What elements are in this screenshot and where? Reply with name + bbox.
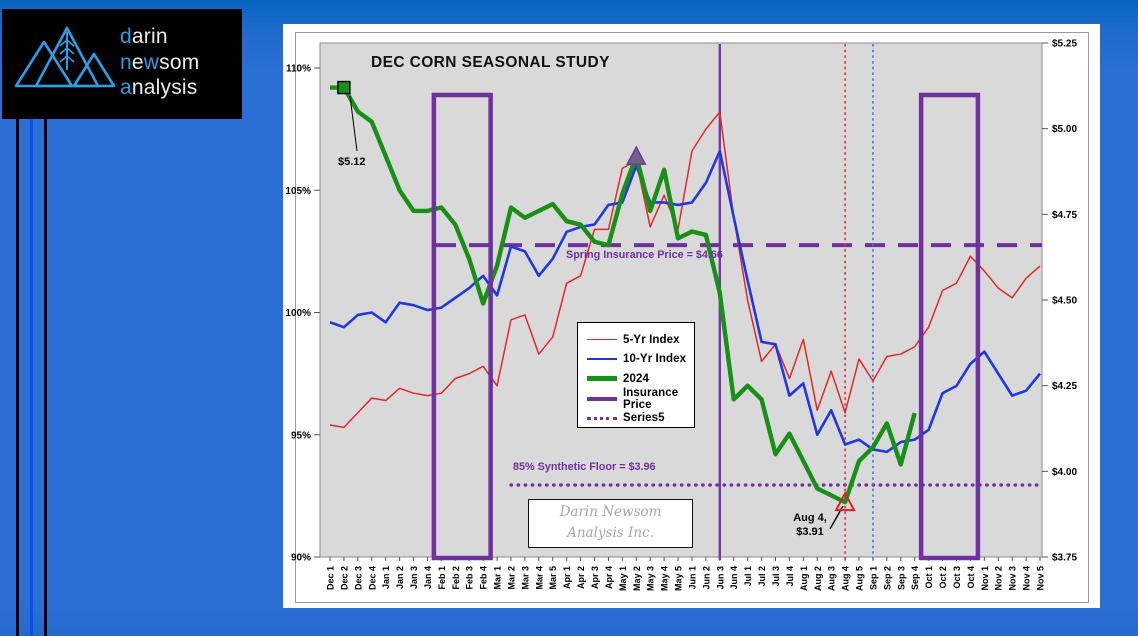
mountains-wheat-icon (14, 26, 116, 88)
legend-label: 10-Yr Index (623, 353, 687, 366)
legend-item-10yr-index: 10-Yr Index (587, 350, 694, 370)
legend-item-series5: Series5 (587, 408, 694, 428)
legend-line-2024-icon (587, 376, 617, 382)
annotation-spring-insurance: Spring Insurance Price = $4.66 (566, 249, 723, 261)
watermark-line2: Analysis Inc. (567, 525, 654, 541)
logo-letter: e (131, 50, 144, 74)
legend-item-2024: 2024 (587, 369, 694, 389)
logo-letter: arin (131, 25, 168, 48)
legend-label: 5-Yr Index (623, 333, 680, 346)
left-stripe-blue (30, 119, 33, 636)
legend-line-insurance-icon (587, 396, 617, 401)
legend-item-5yr-index: 5-Yr Index (587, 330, 694, 350)
logo-word-1: newsom (120, 50, 199, 76)
chart-legend: 5-Yr Index 10-Yr Index 2024 Insurance Pr… (577, 322, 695, 428)
logo-accent-letter: a (120, 76, 132, 99)
logo-accent-letter: n (120, 50, 132, 74)
logo-box: darin newsom analysis (2, 9, 242, 119)
legend-line-series5-icon (587, 416, 617, 420)
legend-line-5yr-icon (587, 339, 617, 341)
legend-label: 2024 (623, 372, 649, 385)
legend-item-insurance-price: Insurance Price (587, 386, 694, 411)
logo-word-2: analysis (120, 75, 199, 101)
annotation-aug4-line2: $3.91 (796, 526, 824, 538)
annotation-start-price: $5.12 (338, 156, 366, 168)
watermark-line1: Darin Newsom (559, 504, 662, 520)
legend-label: Insurance Price (623, 386, 679, 411)
chart-title: DEC CORN SEASONAL STUDY (371, 54, 610, 71)
annotation-aug4-line1: Aug 4, (793, 512, 827, 524)
logo-word-0: darin (120, 24, 199, 50)
logo-accent-letter: w (143, 50, 160, 74)
logo-letter: som (159, 50, 200, 74)
logo-text: darin newsom analysis (120, 24, 199, 101)
left-stripe-black-1 (16, 119, 19, 636)
logo-letter: nalysis (131, 76, 198, 99)
logo-accent-letter: d (120, 25, 132, 48)
legend-label: Series5 (623, 412, 665, 425)
chart-inner-frame (295, 32, 1089, 603)
legend-line-10yr-icon (587, 358, 617, 361)
annotation-aug4-low: Aug 4, $3.91 (784, 511, 836, 539)
left-stripe-black-2 (44, 119, 47, 636)
watermark-box: Darin Newsom Analysis Inc. (528, 499, 693, 548)
annotation-synthetic-floor: 85% Synthetic Floor = $3.96 (513, 461, 656, 473)
